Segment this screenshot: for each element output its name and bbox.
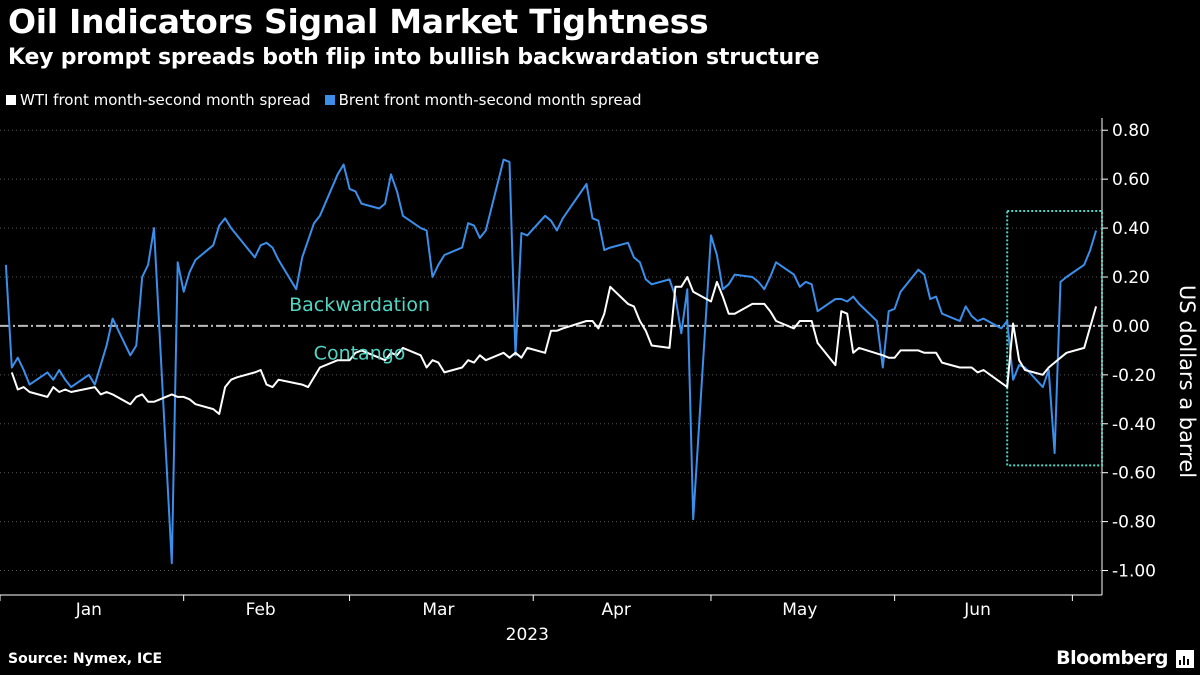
bloomberg-logo: Bloomberg: [1056, 647, 1168, 669]
chart-subtitle: Key prompt spreads both flip into bullis…: [8, 45, 820, 70]
line-chart: 0.80 0.60 0.40 0.20 0.00 -0.20 -0.40 -0.60 -0.80…: [0, 118, 1199, 645]
bloomberg-bars-icon: [1176, 650, 1194, 668]
legend-label-brent: Brent front month-second month spread: [338, 91, 642, 109]
legend-swatch-brent: [324, 95, 335, 105]
y-tick-label: 0.40: [1112, 219, 1150, 239]
x-tick-label: Jun: [963, 600, 991, 620]
y-tick-label: 0.60: [1112, 170, 1150, 190]
y-tick-label: 0.80: [1112, 121, 1150, 141]
y-tick-label: -1.00: [1112, 562, 1156, 582]
chart-title: Oil Indicators Signal Market Tightness: [8, 2, 709, 41]
legend: WTI front month-second month spread Bren…: [6, 91, 641, 109]
highlight-box: [1006, 209, 1103, 467]
y-tick-label: -0.20: [1112, 366, 1156, 386]
x-axis-label: 2023: [506, 625, 549, 645]
legend-item-brent: Brent front month-second month spread: [324, 91, 642, 109]
y-tick-label: -0.40: [1112, 415, 1156, 435]
legend-swatch-wti: [6, 95, 16, 105]
x-tick-label: Feb: [246, 600, 276, 620]
x-tick-label: Mar: [422, 600, 454, 620]
legend-label-wti: WTI front month-second month spread: [20, 91, 311, 109]
series-line-brent: [4, 158, 1098, 565]
y-tick-label: -0.60: [1112, 464, 1156, 484]
source-note: Source: Nymex, ICE: [8, 651, 163, 667]
x-tick-label: May: [782, 600, 817, 620]
annotation-backwardation: Backwardation: [289, 294, 430, 316]
x-tick-label: Apr: [601, 600, 630, 620]
y-tick-label: -0.80: [1112, 513, 1156, 533]
legend-item-wti: WTI front month-second month spread: [6, 91, 311, 109]
series-line-wti: [10, 276, 1098, 415]
y-axis-label: US dollars a barrel: [1175, 285, 1199, 478]
y-tick-label: 0.00: [1112, 317, 1150, 337]
annotation-contango: Contango: [314, 342, 406, 364]
y-tick-label: 0.20: [1112, 268, 1150, 288]
x-tick-label: Jan: [75, 600, 102, 620]
